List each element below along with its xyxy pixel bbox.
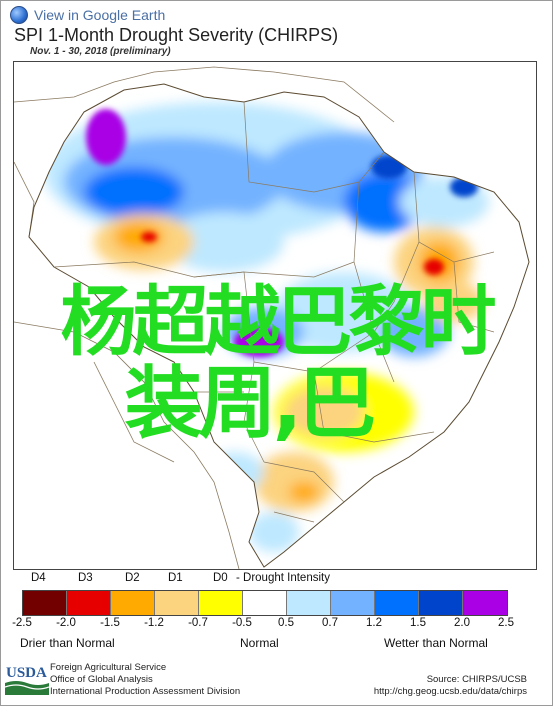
agency-line-2: Office of Global Analysis [50,674,153,685]
legend-wetter-label: Wetter than Normal [384,636,488,650]
scale-swatch [67,591,111,615]
scale-swatch [243,591,287,615]
color-scale [22,590,508,616]
scale-tick-label: 0.5 [278,617,294,629]
state-boundaries [28,83,530,568]
legend-category-d1: D1 [168,572,183,584]
drought-map-svg [14,62,536,569]
legend-normal-label: Normal [240,636,279,650]
scale-swatch [463,591,507,615]
map-title: SPI 1-Month Drought Severity (CHIRPS) [14,25,339,45]
scale-swatch [287,591,331,615]
scale-tick-label: -0.7 [188,617,208,629]
scale-tick-label: 2.5 [498,617,514,629]
scale-swatch [331,591,375,615]
legend-title: - Drought Intensity [236,572,330,584]
legend-category-d3: D3 [78,572,93,584]
scale-swatch [111,591,155,615]
usda-logo-icon: USDA [5,665,49,695]
legend-category-d2: D2 [125,572,140,584]
scale-tick-label: 2.0 [454,617,470,629]
scale-tick-label: 1.2 [366,617,382,629]
map-subtitle: Nov. 1 - 30, 2018 (preliminary) [30,46,171,57]
scale-tick-label: -2.5 [12,617,32,629]
legend-drier-label: Drier than Normal [20,636,115,650]
scale-tick-label: -2.0 [56,617,76,629]
overlay-text-line-1: 杨超越巴黎时 [60,277,497,366]
scale-tick-label: -1.2 [144,617,164,629]
google-earth-link[interactable]: View in Google Earth [10,5,165,25]
agency-block: Foreign Agricultural Service Office of G… [50,662,240,698]
overlay-text-line-2: 装周,巴 [124,359,377,449]
usda-logo-text: USDA [6,665,47,681]
scale-swatch [155,591,199,615]
legend-category-d0: D0 [213,572,228,584]
legend-category-d4: D4 [31,572,46,584]
scale-tick-label: 1.5 [410,617,426,629]
agency-line-1: Foreign Agricultural Service [50,662,167,673]
scale-swatch [199,591,243,615]
agency-line-3: International Production Assessment Divi… [50,686,241,697]
scale-tick-label: -1.5 [100,617,120,629]
google-earth-link-label: View in Google Earth [34,7,166,23]
scale-tick-label: 0.7 [322,617,338,629]
source-label: Source: CHIRPS/UCSB [426,674,527,685]
source-block: Source: CHIRPS/UCSB http://chg.geog.ucsb… [374,662,527,698]
scale-swatch [419,591,463,615]
globe-icon [10,6,28,24]
scale-swatch [375,591,419,615]
drought-map[interactable] [13,61,537,570]
source-url-link[interactable]: http://chg.geog.ucsb.edu/data/chirps [373,686,527,697]
scale-tick-label: -0.5 [232,617,252,629]
scale-swatch [23,591,67,615]
